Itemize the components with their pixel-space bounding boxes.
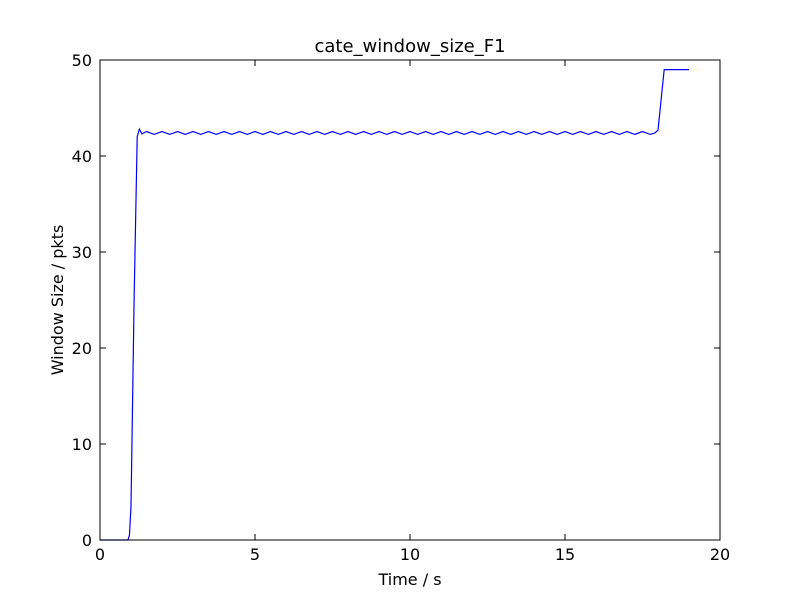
x-tick-label: 15 <box>555 545 575 564</box>
y-tick-label: 30 <box>72 243 92 262</box>
x-tick-label: 20 <box>710 545 730 564</box>
y-axis-label: Window Size / pkts <box>48 225 67 376</box>
x-axis-label: Time / s <box>377 570 441 589</box>
y-tick-label: 20 <box>72 339 92 358</box>
y-tick-label: 40 <box>72 147 92 166</box>
data-line <box>100 69 689 541</box>
y-tick-label: 0 <box>82 531 92 550</box>
y-tick-label: 50 <box>72 51 92 70</box>
x-tick-label: 10 <box>400 545 420 564</box>
y-tick-label: 10 <box>72 435 92 454</box>
chart-title: cate_window_size_F1 <box>314 36 505 57</box>
x-tick-label: 5 <box>250 545 260 564</box>
x-tick-label: 0 <box>95 545 105 564</box>
plot-frame <box>99 59 721 541</box>
